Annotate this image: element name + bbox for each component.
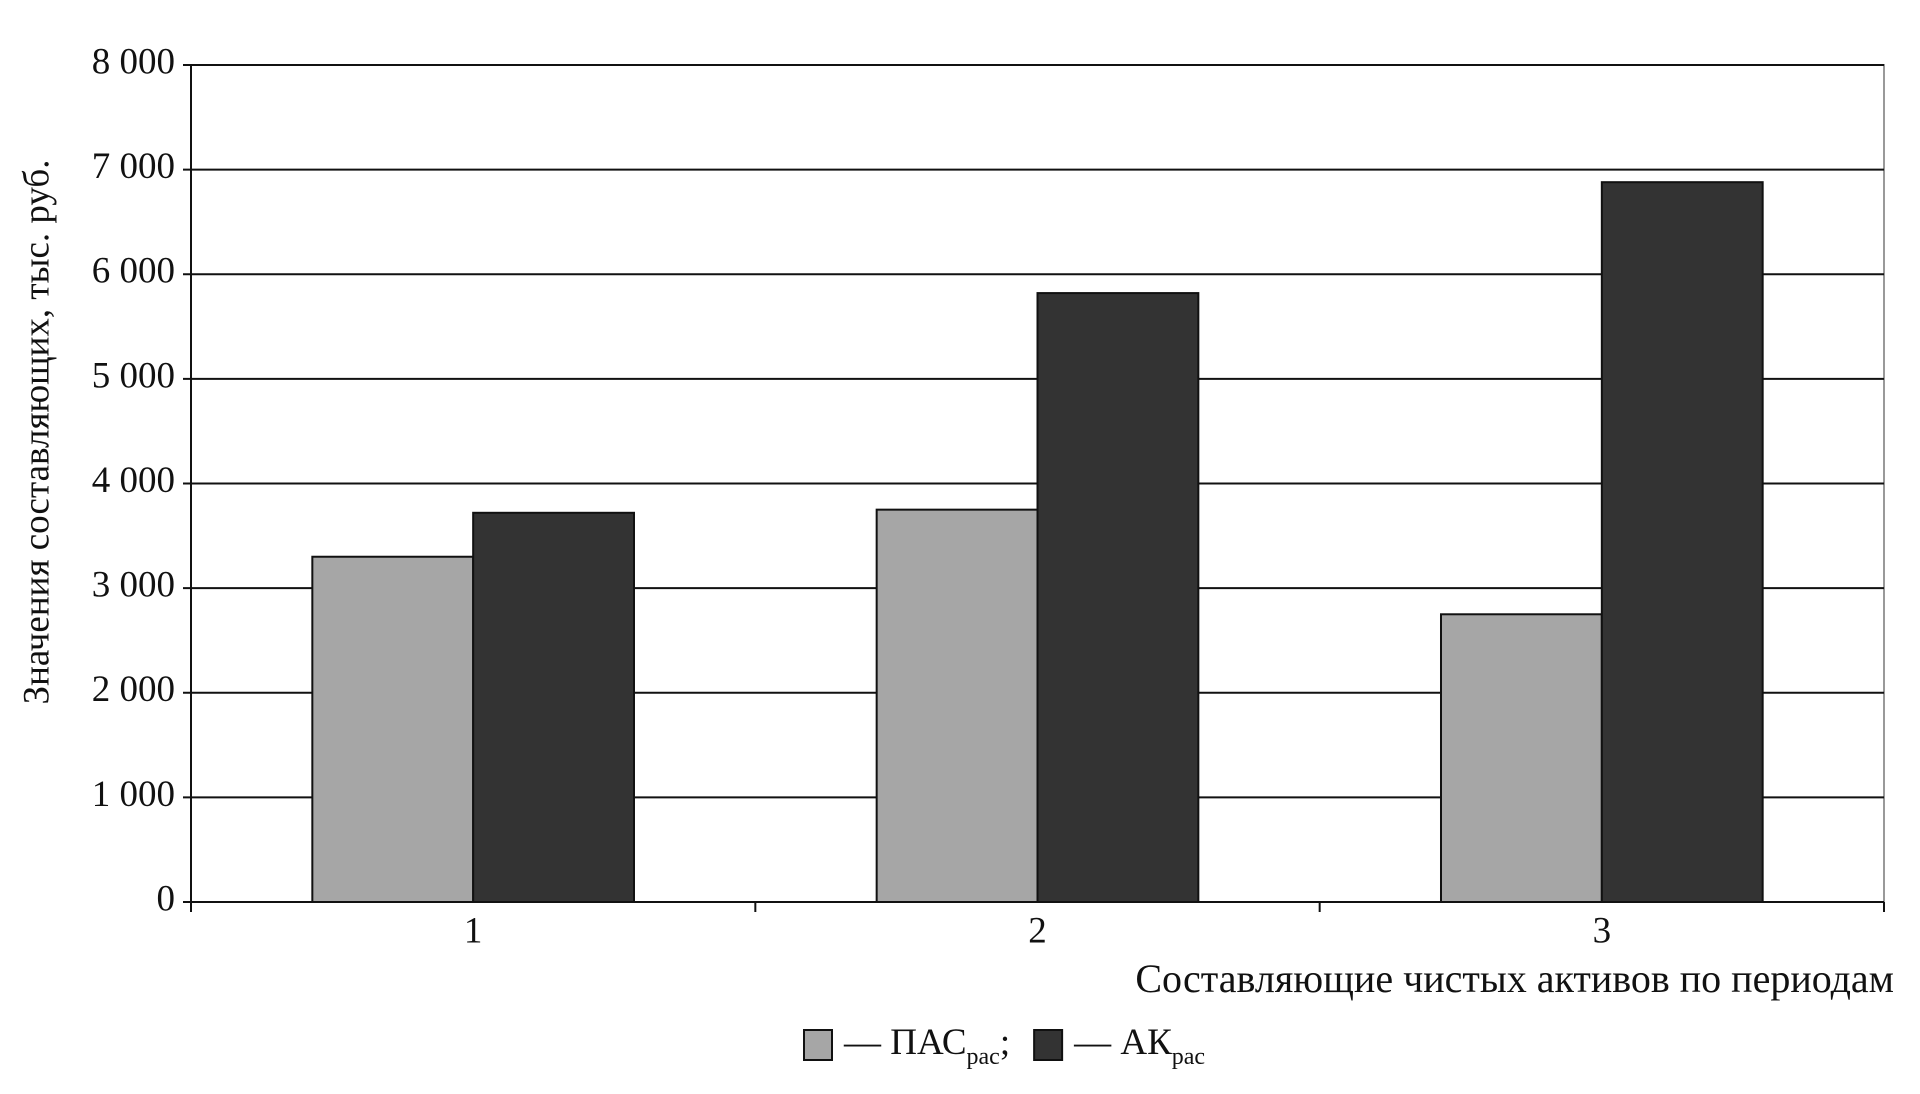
y-tick-label: 5 000 <box>92 355 175 396</box>
y-tick-label: 4 000 <box>92 460 175 501</box>
x-tick-label: 2 <box>1028 910 1047 951</box>
bar <box>472 511 636 903</box>
x-tick-label: 1 <box>464 910 483 951</box>
y-axis-title: Значения составляющих, тыс. руб. <box>16 160 57 705</box>
bar <box>1036 292 1200 903</box>
legend-dash: — <box>1073 1022 1112 1063</box>
legend-label: — АКрас <box>1073 1022 1205 1069</box>
bar <box>875 508 1039 903</box>
bar <box>311 555 475 903</box>
legend-swatch <box>803 1029 833 1061</box>
legend-label: — ПАСрас; <box>843 1022 1010 1069</box>
y-tick-label: 6 000 <box>92 251 175 292</box>
x-tick-label: 3 <box>1593 910 1612 951</box>
y-tick-label: 3 000 <box>92 565 175 606</box>
y-tick-label: 7 000 <box>92 146 175 187</box>
legend-name: АК <box>1120 1022 1172 1063</box>
bar <box>1439 613 1603 903</box>
y-tick-label: 2 000 <box>92 669 175 710</box>
legend-dash: — <box>843 1022 882 1063</box>
legend-subscript: рас <box>967 1044 1000 1070</box>
y-tick-label: 0 <box>157 878 176 919</box>
x-axis-title: Составляющие чистых активов по периодам <box>1135 956 1894 1001</box>
bar <box>1600 181 1764 903</box>
y-tick-label: 8 000 <box>92 41 175 82</box>
legend-swatch <box>1033 1029 1064 1061</box>
legend-delimiter: ; <box>1000 1022 1010 1063</box>
legend-subscript: рас <box>1172 1044 1205 1070</box>
legend-name: ПАС <box>890 1022 966 1063</box>
y-tick-label: 1 000 <box>92 774 175 815</box>
